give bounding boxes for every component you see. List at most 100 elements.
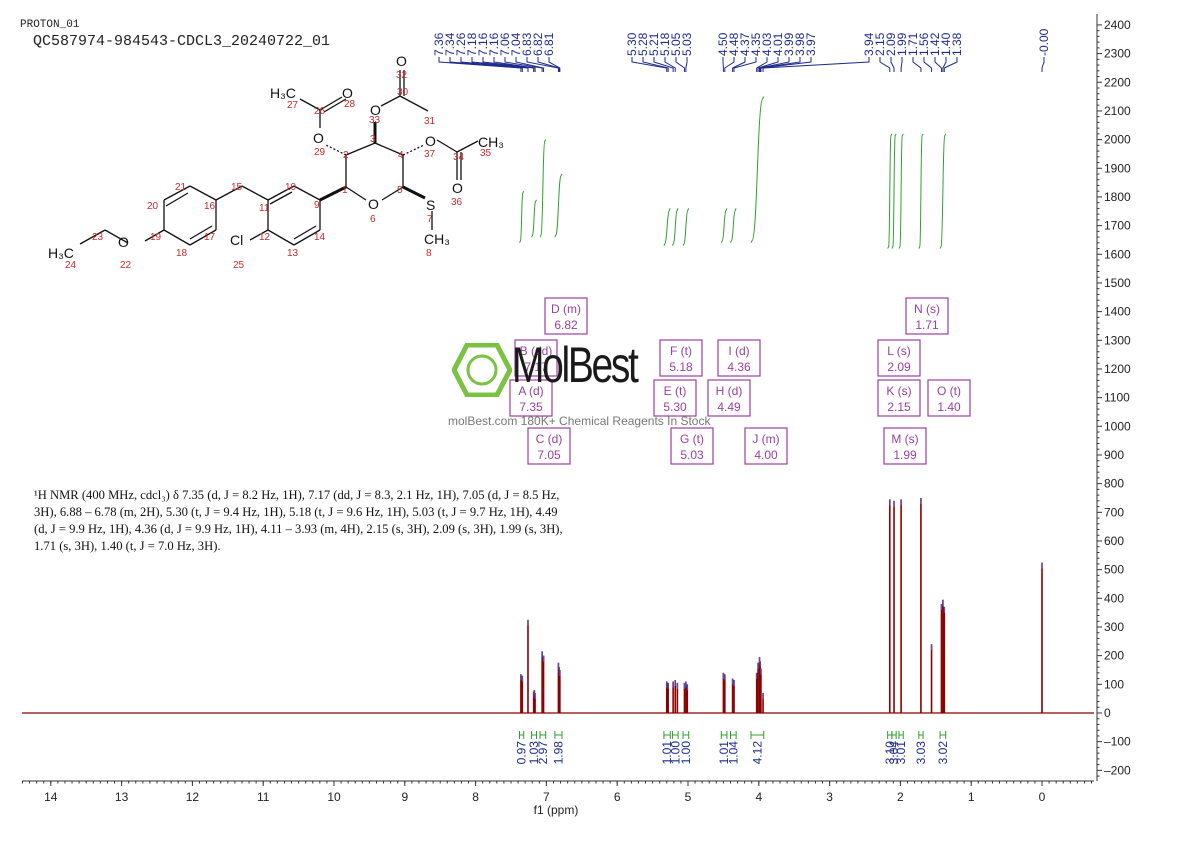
x-tick-label: 5: [685, 790, 692, 804]
atom-num-20: 20: [147, 201, 159, 212]
multiplet-box: F (t) 5.18: [659, 339, 703, 377]
multiplet-box-frame: [659, 339, 703, 377]
integral-curve: [730, 208, 737, 244]
atom-o37: O: [425, 133, 436, 149]
atom-num-21: 21: [175, 182, 187, 193]
integral-curve: [663, 208, 671, 246]
peak-label: 1.42: [928, 32, 942, 56]
y-tick-label: 2000: [1104, 133, 1131, 147]
integral-curve: [898, 133, 904, 249]
multiplet-label: L (s): [887, 344, 911, 358]
multiplet-label: J (m): [752, 432, 779, 446]
atom-ch3-8: CH₃: [424, 231, 450, 247]
multiplet-label: I (d): [728, 344, 749, 358]
multiplet-box: O (t) 1.40: [927, 379, 971, 417]
multiplet-box-frame: [509, 379, 553, 417]
peak-label: 4.03: [760, 32, 774, 56]
multiplet-label: A (d): [518, 384, 543, 398]
atom-num-5: 5: [397, 185, 403, 196]
peak-label: 4.37: [738, 32, 752, 56]
x-tick-label: 2: [897, 790, 904, 804]
peak-label: 7.16: [487, 32, 501, 56]
multiplet-label: O (t): [937, 384, 961, 398]
multiplet-shift: 1.99: [893, 448, 917, 462]
atom-o26: O: [342, 85, 353, 101]
peak-label: 1.56: [917, 32, 931, 56]
x-tick-label: 13: [115, 790, 129, 804]
atom-num-9: 9: [314, 200, 320, 211]
atom-num-15: 15: [231, 182, 243, 193]
atom-s7: S: [426, 197, 435, 213]
molecule-bonds: [79, 70, 479, 246]
peak-label-connector: [471, 57, 535, 72]
multiplet-box-frame: [514, 339, 558, 377]
integral-curve: [519, 190, 525, 244]
y-tick-label: 100: [1104, 677, 1124, 691]
nmr-description-line: 1.71 (s, 3H), 1.40 (t, J = 7.0 Hz, 3H).: [34, 539, 221, 553]
nmr-description-line: (d, J = 9.9 Hz, 1H), 4.36 (d, J = 9.9 Hz…: [34, 522, 563, 536]
peak-label-connector: [732, 57, 746, 72]
peak-label: 6.81: [542, 32, 556, 56]
multiplet-shift: 6.82: [554, 318, 578, 332]
integral-curve: [939, 133, 947, 249]
peak-label-connector: [675, 57, 685, 72]
peak-label: 6.83: [520, 32, 534, 56]
atom-num-30: 30: [397, 87, 409, 98]
peak-label-connector: [756, 57, 768, 72]
peak-label: 5.18: [658, 32, 672, 56]
watermark-tagline: molBest.com 180K+ Chemical Reagents In S…: [448, 414, 711, 428]
integral-value: 1.00: [668, 741, 682, 765]
atom-num-12: 12: [259, 232, 271, 243]
y-tick-label: 1100: [1104, 391, 1130, 405]
atom-num-1: 1: [342, 185, 348, 196]
multiplet-box-frame: [905, 297, 949, 335]
integral-value: 3.01: [894, 741, 908, 765]
multiplet-box: M (s) 1.99: [883, 427, 927, 465]
multiplet-box-frame: [877, 379, 921, 417]
y-tick-label: 2100: [1104, 104, 1131, 118]
peak-label: 4.35: [749, 32, 763, 56]
multiplet-shift: 5.30: [663, 400, 687, 414]
multiplet-box-frame: [544, 297, 588, 335]
peak-label: 4.48: [727, 32, 741, 56]
peak-label-connector: [879, 57, 891, 72]
y-tick-label: –100: [1104, 735, 1131, 749]
multiplet-shift: 7.05: [537, 448, 561, 462]
multiplet-box: D (m) 6.82: [544, 297, 588, 335]
peak-label-connector: [724, 57, 735, 72]
multiplet-box: B (dd) 7.17: [514, 339, 558, 377]
multiplet-shift: 7.35: [519, 400, 543, 414]
x-tick-label: 7: [543, 790, 550, 804]
peak-label-connector: [504, 57, 543, 72]
multiplet-box: H (d) 4.49: [707, 379, 751, 417]
integral-value: 1.01: [660, 741, 674, 765]
atom-num-14: 14: [314, 232, 326, 243]
x-tick-label: 4: [755, 790, 762, 804]
multiplet-shift: 1.40: [937, 400, 961, 414]
multiplet-box: L (s) 2.09: [877, 339, 921, 377]
x-tick-label: 0: [1039, 790, 1046, 804]
peak-label-connector: [757, 57, 779, 72]
atom-num-17: 17: [204, 232, 216, 243]
peak-label-connector: [1041, 57, 1045, 72]
integral-value: 3.10: [883, 741, 897, 765]
multiplet-box-frame: [670, 427, 714, 465]
multiplet-shift: 4.36: [727, 360, 751, 374]
multiplet-box-frame: [883, 427, 927, 465]
peak-label: 7.18: [465, 32, 479, 56]
atom-numbers: 27 26 28 32 30 31 33 3 2 29 4 37 34 35 3…: [65, 70, 492, 271]
y-tick-label: 400: [1104, 591, 1124, 605]
peak-label: 7.34: [443, 32, 457, 56]
y-tick-label: 1900: [1104, 161, 1131, 175]
peak-label-connector: [890, 57, 895, 72]
peak-label: 3.97: [804, 32, 818, 56]
peak-label-connector: [923, 57, 933, 72]
peak-label-connector: [631, 57, 668, 72]
integral-curve: [750, 96, 765, 244]
multiplet-box-frame: [877, 339, 921, 377]
peak-label-connector: [438, 57, 522, 72]
integral-value: 3.04: [887, 741, 901, 765]
y-axis: 2400230022002100200019001800170016001500…: [1096, 14, 1131, 781]
y-tick-label: 1300: [1104, 333, 1131, 347]
peak-label-connector: [934, 57, 942, 72]
